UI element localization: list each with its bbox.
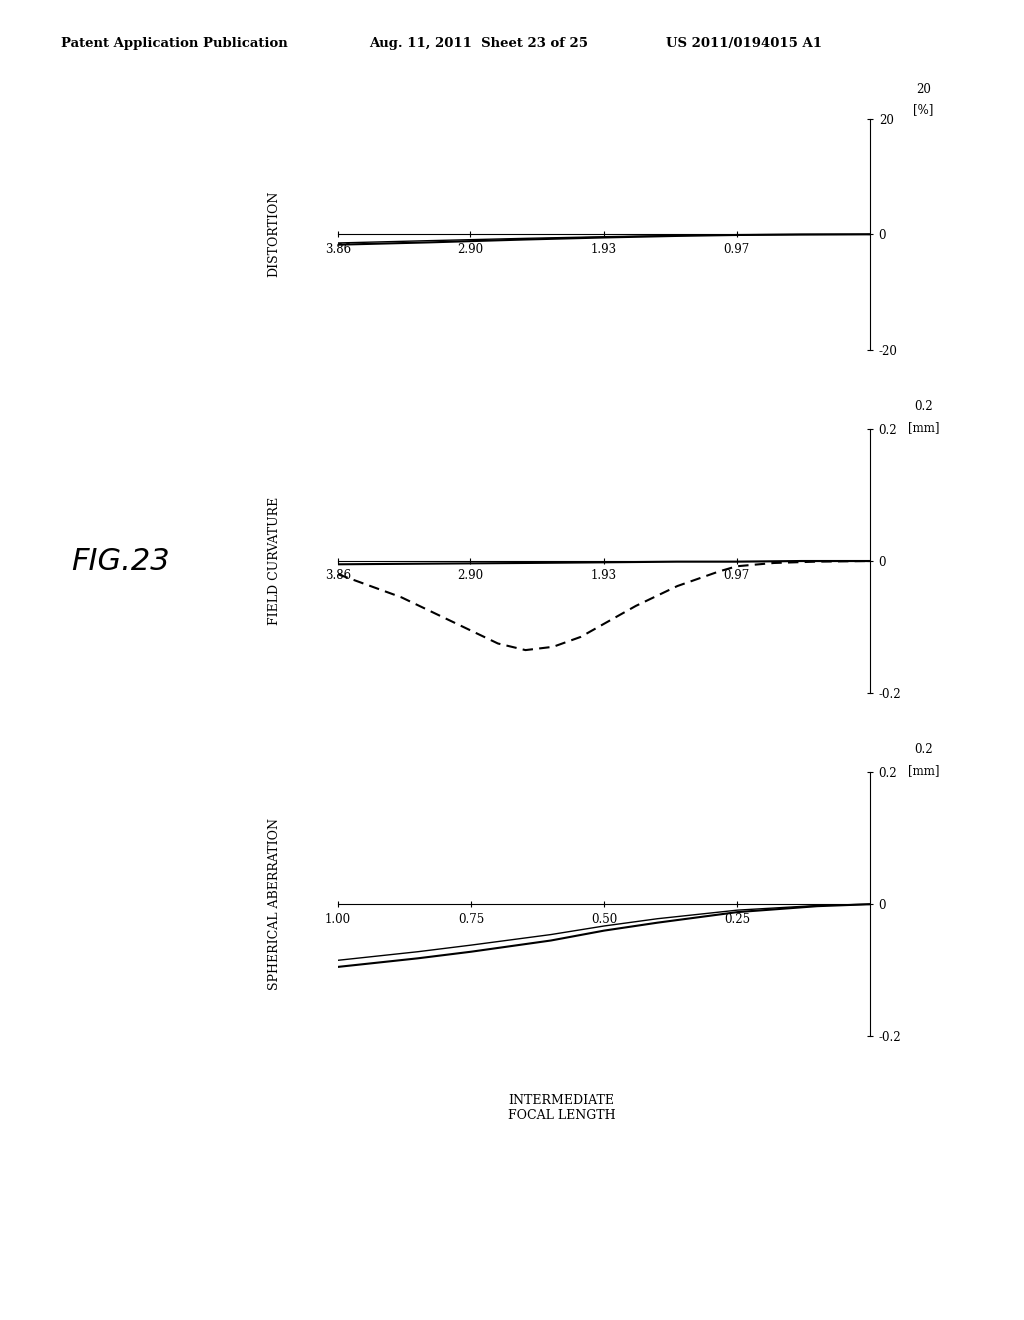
Text: 0.2: 0.2	[914, 743, 933, 756]
Text: US 2011/0194015 A1: US 2011/0194015 A1	[666, 37, 821, 50]
Text: [mm]: [mm]	[908, 764, 939, 777]
Text: [mm]: [mm]	[908, 421, 939, 434]
Text: INTERMEDIATE
FOCAL LENGTH: INTERMEDIATE FOCAL LENGTH	[508, 1094, 615, 1122]
Text: Patent Application Publication: Patent Application Publication	[61, 37, 288, 50]
Text: 0.2: 0.2	[914, 400, 933, 413]
Text: FIELD CURVATURE: FIELD CURVATURE	[267, 496, 281, 626]
Text: Aug. 11, 2011  Sheet 23 of 25: Aug. 11, 2011 Sheet 23 of 25	[369, 37, 588, 50]
Text: 20: 20	[916, 83, 931, 96]
Text: DISTORTION: DISTORTION	[267, 191, 281, 277]
Text: SPHERICAL ABERRATION: SPHERICAL ABERRATION	[267, 818, 281, 990]
Text: [%]: [%]	[913, 103, 934, 116]
Text: FIG.23: FIG.23	[72, 546, 170, 576]
